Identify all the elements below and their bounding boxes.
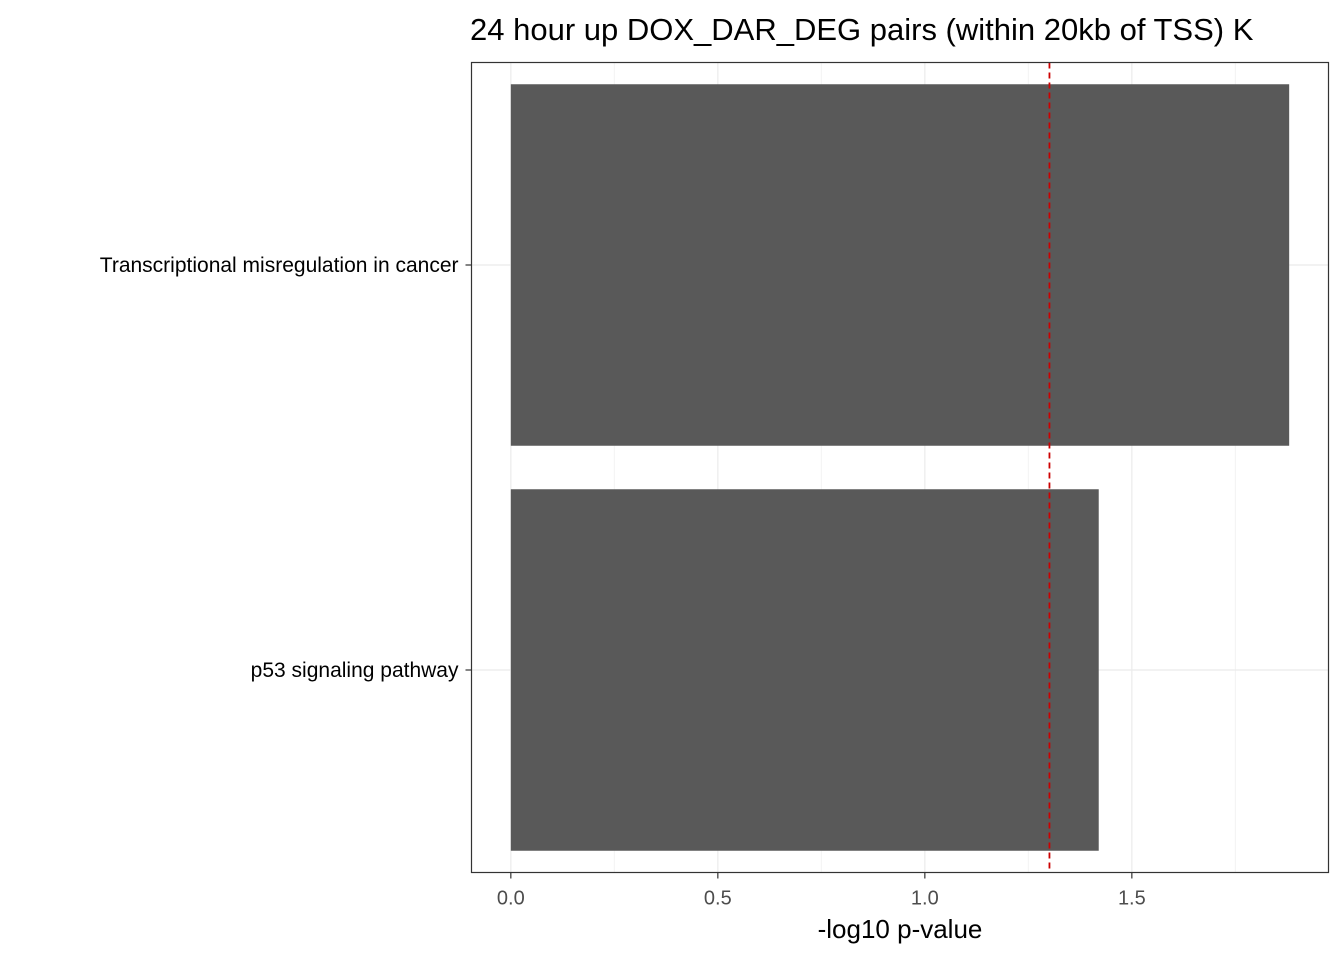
x-tick-label-2: 1.0 bbox=[911, 888, 939, 910]
bar-1 bbox=[510, 489, 1099, 851]
x-tick-label-3: 1.5 bbox=[1118, 888, 1146, 910]
x-tick-label-1: 0.5 bbox=[704, 888, 732, 910]
bars bbox=[510, 84, 1290, 851]
y-axis: Transcriptional misregulation in cancer p… bbox=[100, 254, 472, 682]
x-axis: 0.0 0.5 1.0 1.5 bbox=[497, 872, 1146, 910]
bar-0 bbox=[510, 84, 1290, 446]
x-tick-label-0: 0.0 bbox=[497, 888, 525, 910]
chart-title: 24 hour up DOX_DAR_DEG pairs (within 20k… bbox=[470, 12, 1254, 47]
y-tick-label-1: p53 signaling pathway bbox=[251, 659, 459, 682]
panel-border bbox=[470, 61, 1330, 874]
x-axis-title: -log10 p-value bbox=[818, 914, 983, 944]
y-tick-label-0: Transcriptional misregulation in cancer bbox=[100, 254, 459, 277]
